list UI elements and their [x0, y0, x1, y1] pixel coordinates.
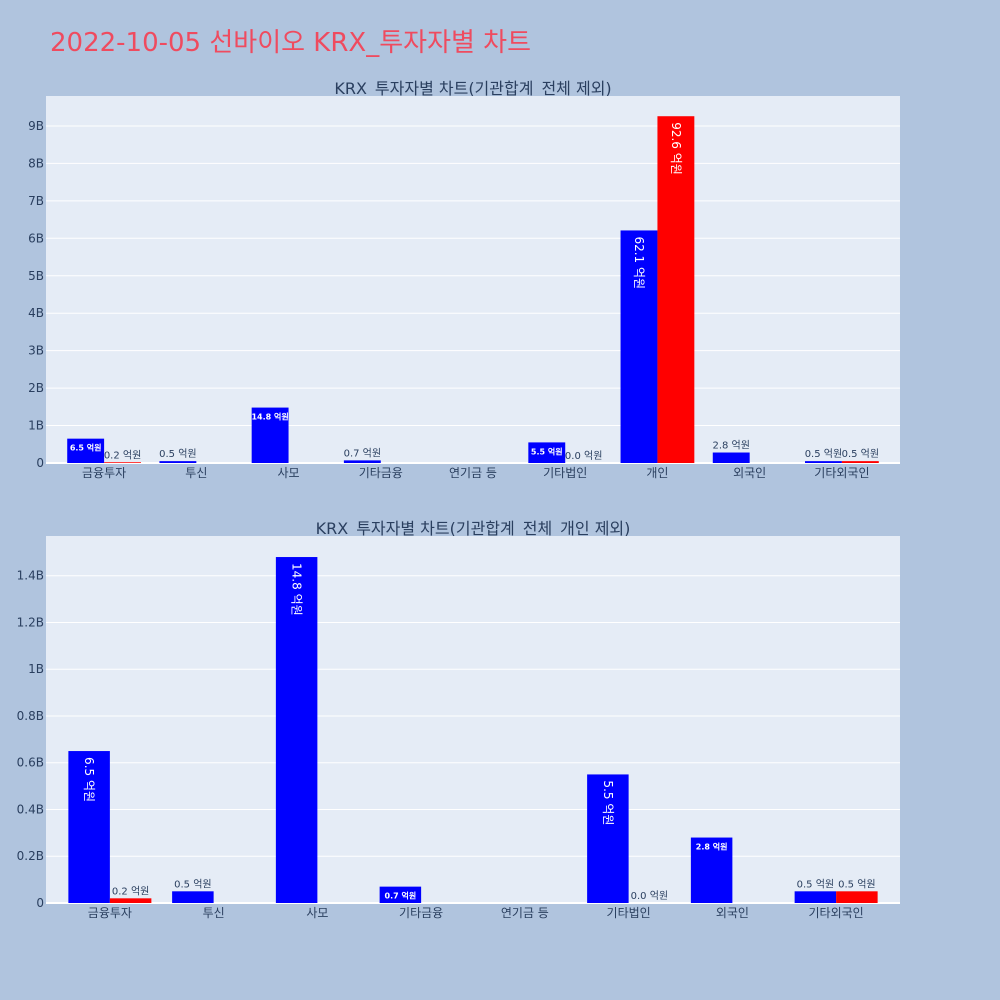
bar-buy: [251, 407, 289, 463]
bar-buy: [343, 460, 381, 463]
x-tick-label: 개인: [646, 466, 668, 480]
chart-excluding-individual: KRX_투자자별 차트(기관합계_전체_개인 제외) 0 0.2B 0.4B 0.6B 0…: [17, 519, 900, 920]
y-tick-label: 0.2B: [17, 849, 44, 863]
y-tick-label: 3B: [28, 344, 44, 358]
x-tick-label: 연기금 등: [449, 466, 497, 480]
data-label: 0.5 억원: [805, 448, 842, 460]
y-tick-label: 1.4B: [17, 569, 44, 583]
x-tick-label: 사모: [306, 906, 328, 920]
data-label: 0.5 억원: [797, 878, 834, 890]
chart-title: KRX_투자자별 차트(기관합계_전체 제외): [334, 79, 611, 99]
bar-buy: [620, 230, 658, 463]
x-tick-label: 외국인: [716, 906, 749, 920]
y-tick-label: 9B: [28, 119, 44, 133]
data-label: 14.8 억원: [290, 563, 304, 616]
data-label: 14.8 억원: [251, 412, 288, 422]
data-label: 0.2 억원: [104, 449, 141, 461]
y-tick-label: 0.8B: [17, 709, 44, 723]
x-tick-label: 기타금융: [359, 466, 403, 480]
bar-sell: [657, 116, 695, 464]
bar-buy: [67, 438, 105, 463]
data-label: 0.0 억원: [631, 890, 668, 902]
data-label: 0.2 억원: [112, 885, 149, 897]
data-label: 2.8 억원: [712, 440, 749, 452]
x-tick-label: 사모: [278, 466, 300, 480]
y-tick-label: 4B: [28, 306, 44, 320]
data-label: 6.5 억원: [70, 443, 102, 453]
data-label: 0.5 억원: [838, 878, 875, 890]
data-label: 0.0 억원: [565, 450, 602, 462]
bar-buy: [528, 442, 566, 463]
chart-all-investors: KRX_투자자별 차트(기관합계_전체 제외) 0 1B 2B 3B 4B 5B 6B 7B 8B…: [28, 79, 900, 480]
y-tick-label: 5B: [28, 269, 44, 283]
y-tick-label: 0.6B: [17, 756, 44, 770]
data-label: 5.5 억원: [531, 446, 563, 456]
y-tick-label: 1B: [28, 419, 44, 433]
bar-buy: [159, 461, 197, 463]
data-label: 2.8 억원: [696, 842, 728, 852]
data-label: 6.5 억원: [82, 757, 96, 802]
x-tick-label: 투신: [185, 466, 207, 480]
data-label: 0.7 억원: [385, 891, 417, 901]
bar-buy: [68, 751, 110, 903]
data-label: 0.5 억원: [174, 878, 211, 890]
plot-area: [46, 96, 900, 463]
bar-buy: [275, 557, 318, 903]
y-tick-label: 1.2B: [17, 615, 44, 629]
y-tick-label: 0: [36, 456, 44, 470]
x-tick-label: 금융투자: [88, 906, 132, 920]
x-tick-label: 투신: [203, 906, 225, 920]
bar-buy: [712, 452, 750, 463]
y-tick-label: 7B: [28, 194, 44, 208]
x-tick-label: 기타법인: [607, 906, 651, 920]
y-tick-label: 0: [36, 896, 44, 910]
bar-buy: [794, 891, 837, 903]
y-tick-label: 0.4B: [17, 802, 44, 816]
page-title: 2022-10-05 선바이오 KRX_투자자별 차트: [50, 28, 532, 58]
bar-sell: [841, 461, 879, 463]
x-tick-label: 기타법인: [543, 466, 587, 480]
x-tick-label: 금융투자: [82, 466, 126, 480]
x-tick-label: 기타외국인: [814, 466, 869, 480]
x-tick-label: 외국인: [733, 466, 766, 480]
x-tick-label: 기타외국인: [809, 906, 864, 920]
bar-buy: [379, 886, 422, 903]
bar-buy: [690, 837, 733, 903]
bar-buy: [587, 774, 629, 903]
plot-area: [46, 536, 900, 903]
bar-sell: [836, 891, 878, 903]
data-label: 62.1 억원: [632, 236, 646, 289]
x-tick-label: 기타금융: [399, 906, 443, 920]
y-tick-label: 2B: [28, 381, 44, 395]
x-tick-label: 연기금 등: [501, 906, 549, 920]
bar-buy: [172, 891, 214, 903]
data-label: 0.5 억원: [159, 448, 196, 460]
bar-sell: [109, 898, 152, 903]
bar-sell: [104, 462, 141, 463]
data-label: 0.5 억원: [842, 448, 879, 460]
bar-buy: [805, 461, 842, 463]
data-label: 0.7 억원: [344, 447, 381, 459]
data-label: 5.5 억원: [601, 780, 615, 825]
y-tick-label: 8B: [28, 156, 44, 170]
chart-title: KRX_투자자별 차트(기관합계_전체_개인 제외): [316, 519, 631, 539]
data-label: 92.6 억원: [669, 122, 683, 175]
y-tick-label: 1B: [28, 662, 44, 676]
y-tick-label: 6B: [28, 231, 44, 245]
